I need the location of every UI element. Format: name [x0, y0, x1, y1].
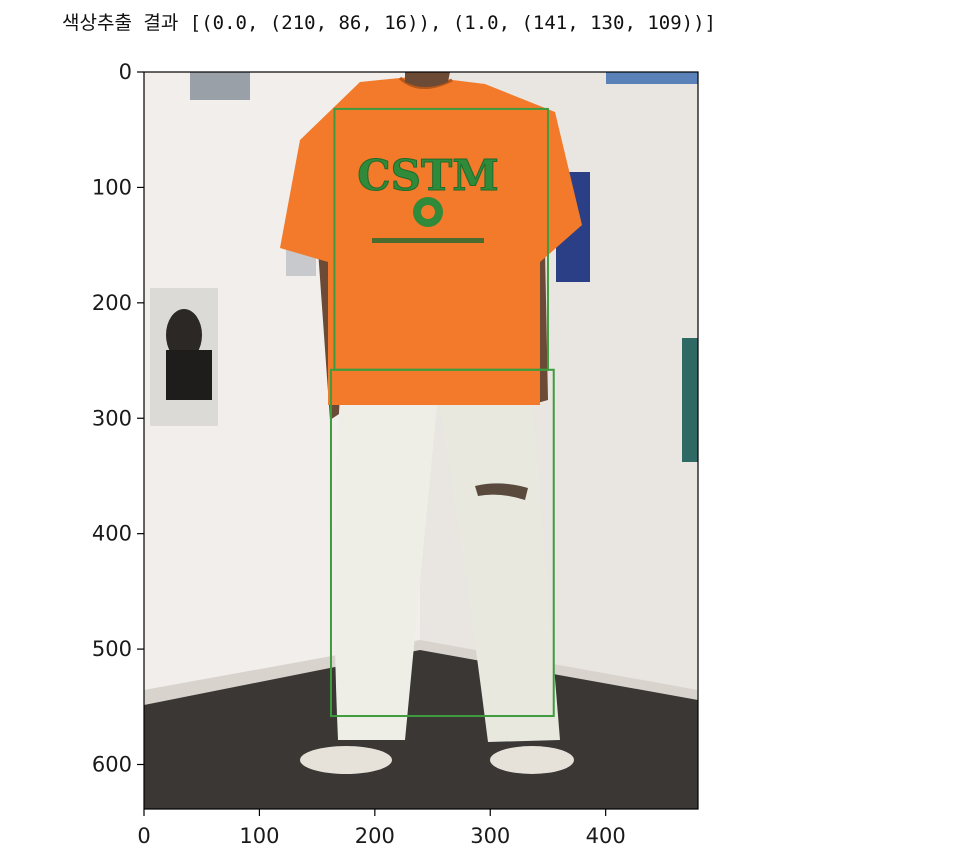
y-tick-label: 400	[92, 522, 132, 546]
detection-boxes	[329, 107, 555, 718]
y-tick-label: 0	[119, 60, 132, 84]
y-tick-label: 300	[92, 406, 132, 430]
poster-top-right	[606, 72, 698, 84]
axes-frame	[143, 71, 699, 810]
poster-teal	[682, 338, 698, 462]
bounding-box-2	[329, 368, 555, 718]
photo-image: CSTM	[144, 72, 698, 809]
y-tick-label: 600	[92, 753, 132, 777]
y-axis: 0 100 200 300 400 500 600	[92, 60, 144, 777]
poster-top-left	[190, 72, 250, 100]
color-extraction-output: 색상추출 결과 [(0.0, (210, 86, 16)), (1.0, (14…	[62, 12, 716, 34]
x-axis: 0 100 200 300 400	[137, 809, 626, 848]
x-tick-label: 300	[470, 824, 510, 848]
x-tick-label: 400	[586, 824, 626, 848]
y-tick-label: 500	[92, 637, 132, 661]
y-tick-label: 100	[92, 175, 132, 199]
x-tick-label: 200	[355, 824, 395, 848]
svg-text:CSTM: CSTM	[357, 151, 499, 200]
x-tick-label: 0	[137, 824, 150, 848]
y-tick-label: 200	[92, 291, 132, 315]
x-tick-label: 100	[239, 824, 279, 848]
